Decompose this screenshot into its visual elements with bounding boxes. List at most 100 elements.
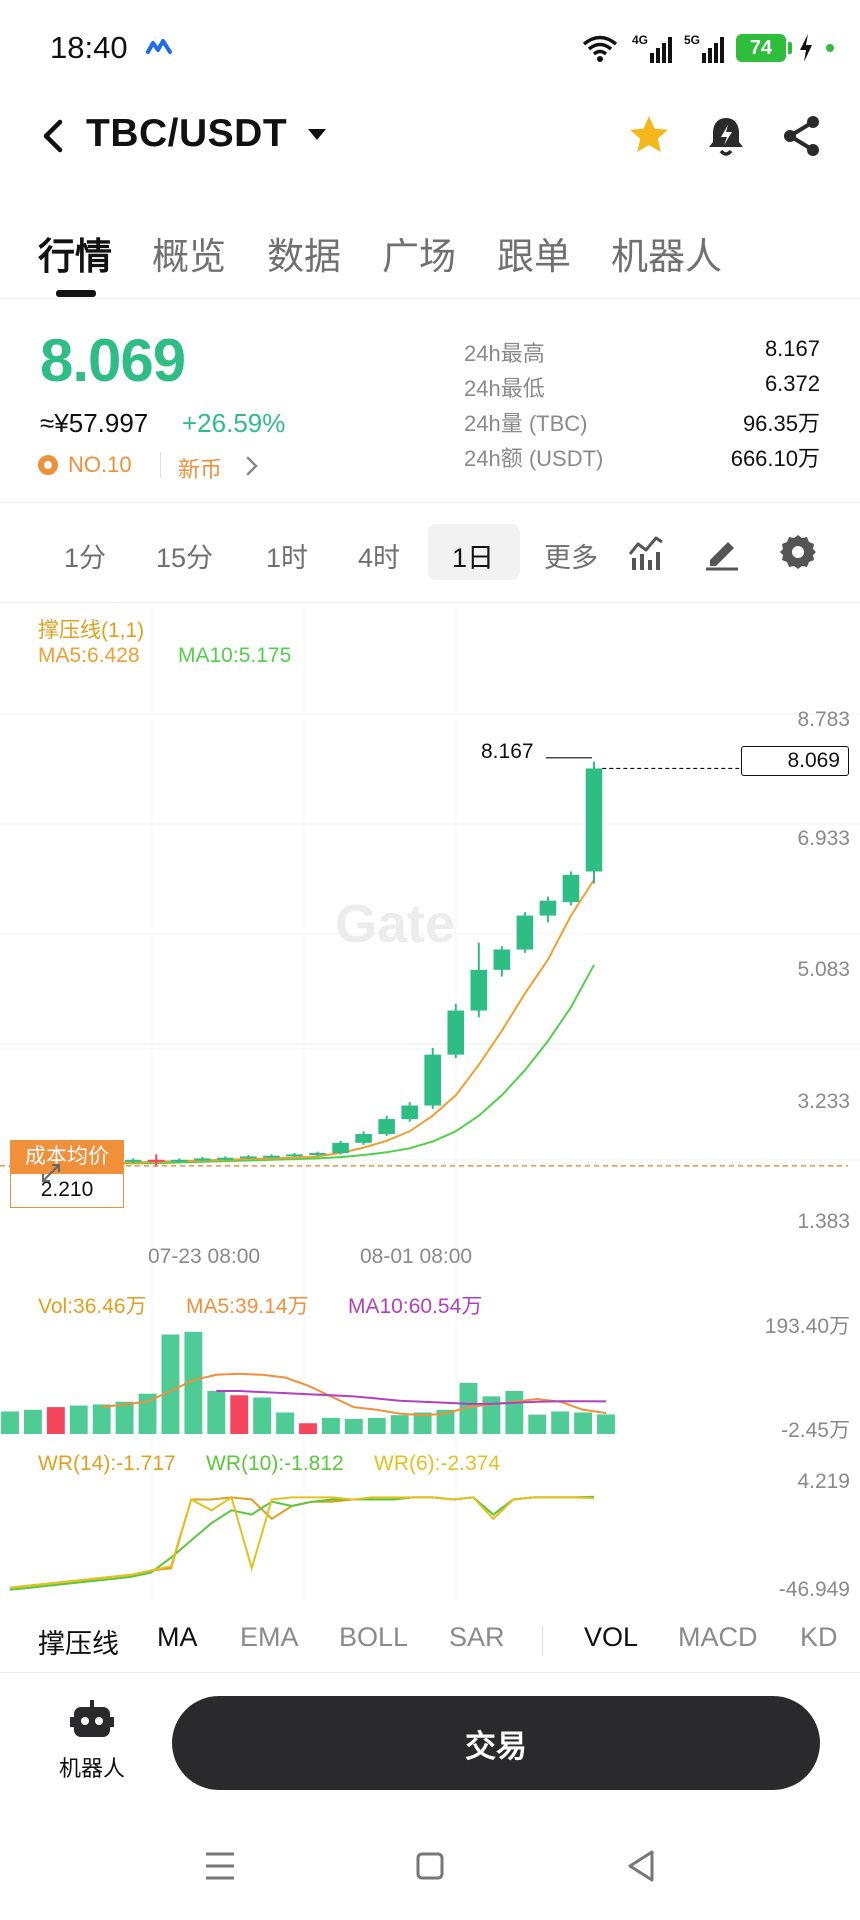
kline-chart[interactable]: Gate <box>0 604 860 1600</box>
volume-bar <box>482 1396 501 1434</box>
interval-more[interactable]: 更多 <box>544 543 598 573</box>
candle-body <box>124 1159 142 1162</box>
volume-bar <box>390 1415 409 1434</box>
candles[interactable] <box>9 761 603 1168</box>
home-square-icon <box>416 1852 444 1880</box>
current-price-tag[interactable]: 8.069 <box>741 746 849 776</box>
interval-15m[interactable]: 15分 <box>156 543 214 573</box>
price-alert-button[interactable] <box>702 112 750 160</box>
nav-back-button[interactable] <box>622 1846 662 1886</box>
interval-4h[interactable]: 4时 <box>358 543 401 573</box>
chart-settings-button[interactable] <box>778 532 818 572</box>
nav-home-button[interactable] <box>410 1846 450 1886</box>
ma5-line <box>17 879 595 1167</box>
candle-body <box>401 1105 418 1120</box>
chart-type-button[interactable] <box>626 532 666 572</box>
stat-label-volume: 24h量 (TBC) <box>464 411 588 436</box>
share-button[interactable] <box>778 112 826 160</box>
ma10-label: MA10:5.175 <box>178 644 292 667</box>
tab-copy-trading[interactable]: 跟单 <box>497 236 571 277</box>
volume-bar <box>161 1334 180 1434</box>
indicator-tab-support-resistance[interactable]: 撑压线 <box>38 1629 119 1659</box>
stat-label-low: 24h最低 <box>464 376 545 401</box>
volume-bar <box>184 1331 203 1434</box>
y-tick: 3.233 <box>797 1090 850 1113</box>
nav-menu-button[interactable] <box>200 1846 240 1886</box>
chart-overlays <box>546 757 742 770</box>
stat-value-high: 8.167 <box>764 336 820 361</box>
wr14-label: WR(14):-1.717 <box>38 1452 176 1475</box>
trade-button[interactable]: 交易 <box>172 1696 820 1790</box>
tab-square[interactable]: 广场 <box>382 236 456 277</box>
rank-badge[interactable]: NO.10 <box>38 452 132 478</box>
gate-watermark: Gate <box>335 894 455 954</box>
volume-bar <box>92 1404 111 1434</box>
indicator-tab-macd[interactable]: MACD <box>678 1622 758 1652</box>
indicator-tab-sar[interactable]: SAR <box>449 1622 505 1652</box>
back-button[interactable] <box>36 114 72 158</box>
star-icon <box>630 116 668 152</box>
wifi-icon <box>582 35 618 62</box>
interval-1h[interactable]: 1时 <box>266 543 309 573</box>
new-coin-tag[interactable]: 新币 <box>178 457 223 482</box>
status-time: 18:40 <box>50 30 128 65</box>
tab-overview[interactable]: 概览 <box>152 236 226 277</box>
candle-body <box>585 768 603 872</box>
charging-icon <box>800 34 812 62</box>
caret-down-icon <box>308 129 326 140</box>
pair-selector-caret[interactable] <box>307 128 327 147</box>
wr10-line <box>9 1496 595 1591</box>
tab-bots[interactable]: 机器人 <box>611 236 722 277</box>
volume-bar <box>436 1409 455 1434</box>
y-tick: 5.083 <box>797 958 850 981</box>
volume-bar <box>69 1405 88 1434</box>
volume-bar <box>367 1417 386 1434</box>
volume-bar <box>115 1401 134 1434</box>
candle-body <box>240 1156 257 1159</box>
volume-bar <box>23 1409 42 1434</box>
candle-body <box>516 915 534 950</box>
vol-ma10-label: MA10:60.54万 <box>348 1295 483 1318</box>
robot-button[interactable]: 机器人 <box>50 1700 134 1783</box>
indicator-tab-boll[interactable]: BOLL <box>339 1622 409 1652</box>
expand-arrows-icon[interactable] <box>40 1162 62 1189</box>
y-tick: 1.383 <box>797 1210 850 1233</box>
rank-icon <box>38 455 58 475</box>
candle-body <box>147 1159 165 1162</box>
favorite-button[interactable] <box>625 112 673 160</box>
battery-icon: 74 <box>736 34 792 62</box>
interval-1m[interactable]: 1分 <box>64 543 107 573</box>
divider <box>160 452 161 478</box>
tab-market[interactable]: 行情 <box>38 236 112 277</box>
status-icons: 4G 5G 74 <box>580 26 834 70</box>
volume-bar <box>230 1395 249 1434</box>
indicator-tab-ema[interactable]: EMA <box>240 1622 299 1652</box>
high-price-marker: 8.167 <box>481 740 534 763</box>
y-tick: 8.783 <box>797 708 850 731</box>
interval-1d[interactable]: 1日 <box>452 543 495 573</box>
wr-pane <box>9 1495 595 1591</box>
pair-title[interactable]: TBC/USDT <box>86 112 288 155</box>
indicator-tab-ma[interactable]: MA <box>157 1622 198 1652</box>
indicator-tab-vol[interactable]: VOL <box>584 1622 639 1652</box>
indicator-tab-kd[interactable]: KD <box>800 1622 838 1652</box>
draw-tool-button[interactable] <box>702 532 742 572</box>
volume-bar <box>574 1412 593 1434</box>
wr-tick: -46.949 <box>778 1578 850 1601</box>
divider <box>0 1672 860 1673</box>
chevron-right-icon[interactable] <box>245 455 259 482</box>
volume-bar <box>459 1382 478 1434</box>
vol-tick: -2.45万 <box>781 1419 850 1442</box>
vol-ma10-line <box>216 1390 607 1405</box>
volume-bar <box>276 1412 295 1434</box>
app-notification-icon <box>146 38 172 61</box>
volume-bar <box>321 1417 340 1434</box>
signal-4g-icon: 4G <box>632 33 672 63</box>
candle-body <box>286 1154 303 1157</box>
stat-value-volume: 96.35万 <box>742 411 820 436</box>
tab-data[interactable]: 数据 <box>267 236 341 277</box>
ma10-line <box>17 964 595 1168</box>
back-icon <box>43 119 63 153</box>
change-percent: +26.59% <box>182 408 286 438</box>
candle-body <box>194 1158 211 1161</box>
